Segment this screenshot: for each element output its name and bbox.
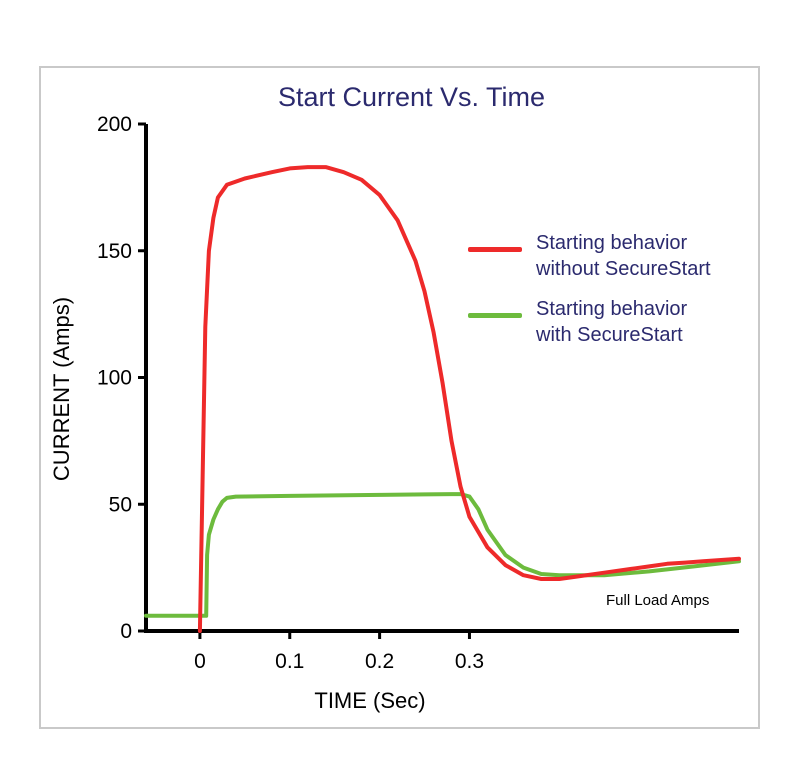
legend-label-line: without SecureStart xyxy=(536,258,711,280)
y-tick-label: 100 xyxy=(97,367,132,390)
series-line-with-securestart xyxy=(144,492,741,618)
y-tick-label: 200 xyxy=(97,113,132,136)
legend-line-red xyxy=(468,247,522,252)
y-tick-label: 150 xyxy=(97,240,132,263)
x-tick-label: 0 xyxy=(194,650,206,673)
legend-label: Starting behavior with SecureStart xyxy=(536,296,687,348)
y-axis-label: CURRENT (Amps) xyxy=(49,296,74,482)
legend-label-line: Starting behavior xyxy=(536,298,688,320)
series-lines xyxy=(144,165,741,633)
y-tick-label: 50 xyxy=(109,493,132,516)
full-load-amps-annotation: Full Load Amps xyxy=(606,592,710,609)
legend-label-line: Starting behavior xyxy=(536,232,688,254)
legend-line-green xyxy=(468,313,522,318)
y-tick-label: 0 xyxy=(120,620,132,643)
x-tick-label: 0.3 xyxy=(455,650,484,673)
series-line-without-securestart xyxy=(197,165,741,633)
legend-label: Starting behavior without SecureStart xyxy=(536,230,711,282)
ticks: 0 50 100 150 200 0 0.1 0.2 0.3 xyxy=(97,113,484,673)
chart-frame xyxy=(39,66,760,729)
x-tick-label: 0.2 xyxy=(365,650,394,673)
x-tick-label: 0.1 xyxy=(275,650,304,673)
x-axis-label: TIME (Sec) xyxy=(314,688,426,713)
legend-label-line: with SecureStart xyxy=(536,324,683,346)
chart-title: Start Current Vs. Time xyxy=(277,82,546,112)
